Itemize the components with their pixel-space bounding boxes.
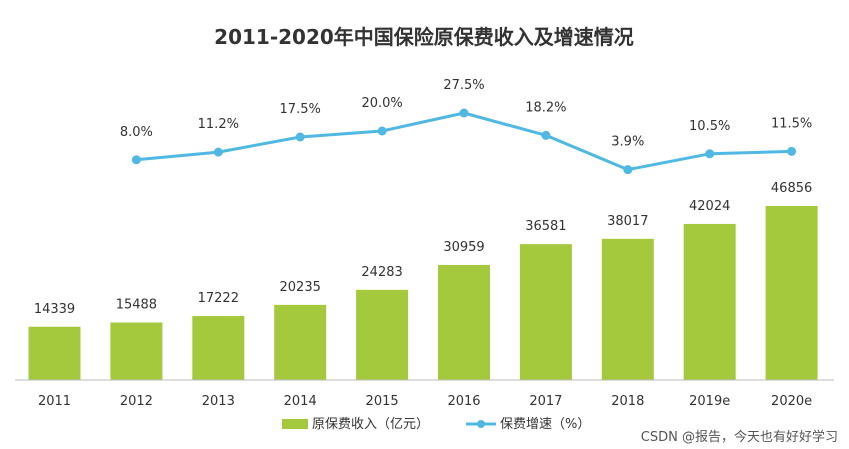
growth-value-label-2020e: 11.5% — [771, 116, 812, 131]
bar-2012 — [110, 322, 163, 380]
bar-value-label-2012: 15488 — [116, 297, 157, 312]
growth-value-labels: 8.0% 11.2% 17.5% 20.0% 27.5% 18.2% 3.9% 10.5% 11… — [120, 78, 812, 150]
bar-2019e — [683, 223, 736, 380]
growth-line-series — [131, 108, 797, 175]
legend-line-label: 保费增速（%） — [500, 417, 590, 432]
x-tick-label-2017: 2017 — [529, 394, 562, 409]
x-tick-label-2019e: 2019e — [689, 394, 730, 409]
chart-title: 2011-2020年中国保险原保费收入及增速情况 — [214, 25, 634, 49]
bar-series — [28, 206, 818, 380]
bar-2015 — [356, 289, 409, 380]
bar-2018 — [601, 238, 654, 380]
bar-value-label-2015: 24283 — [361, 265, 402, 280]
growth-value-label-2016: 27.5% — [443, 78, 484, 93]
bar-value-label-2018: 38017 — [607, 214, 648, 229]
bar-2011 — [28, 326, 81, 380]
growth-value-label-2012: 8.0% — [120, 125, 153, 140]
x-tick-label-2016: 2016 — [447, 394, 480, 409]
growth-value-label-2015: 20.0% — [361, 96, 402, 111]
growth-value-label-2013: 11.2% — [198, 117, 239, 132]
bar-value-label-2011: 14339 — [34, 302, 75, 317]
x-tick-label-2013: 2013 — [202, 394, 235, 409]
legend-bar-label: 原保费收入（亿元） — [312, 417, 429, 432]
legend-line-marker — [477, 420, 485, 428]
bar-2016 — [438, 265, 490, 380]
growth-point-2020e — [787, 146, 797, 156]
x-tick-label-2011: 2011 — [38, 394, 71, 409]
x-tick-label-2014: 2014 — [284, 394, 317, 409]
growth-value-label-2017: 18.2% — [525, 100, 566, 115]
legend-bar-swatch — [282, 419, 308, 429]
bar-2017 — [519, 244, 572, 380]
bar-value-label-2013: 17222 — [198, 291, 239, 306]
bar-2014 — [274, 304, 327, 380]
growth-point-2017 — [541, 130, 551, 140]
bar-2020e — [765, 206, 818, 380]
bar-value-label-2016: 30959 — [443, 240, 484, 255]
x-axis-tick-labels: 2011 2012 2013 2014 2015 2016 2017 2018 2019e 202… — [38, 394, 812, 409]
growth-value-label-2018: 3.9% — [611, 135, 644, 150]
bar-value-label-2020e: 46856 — [771, 181, 812, 196]
growth-point-2012 — [131, 155, 141, 165]
growth-point-2018 — [623, 165, 633, 175]
growth-point-2014 — [295, 132, 305, 142]
bar-value-label-2017: 36581 — [525, 219, 566, 234]
growth-point-2019e — [705, 149, 715, 159]
growth-point-2016 — [459, 108, 469, 118]
bar-value-label-2014: 20235 — [280, 280, 321, 295]
bar-value-labels: 14339 15488 17222 20235 24283 30959 36581 38017… — [34, 181, 812, 317]
bar-value-label-2019e: 42024 — [689, 199, 730, 214]
bar-2013 — [192, 316, 245, 380]
growth-value-label-2014: 17.5% — [280, 102, 321, 117]
x-tick-label-2015: 2015 — [366, 394, 399, 409]
x-tick-label-2012: 2012 — [120, 394, 153, 409]
watermark-text: CSDN @报告，今天也有好好学习 — [641, 429, 838, 445]
legend: 原保费收入（亿元） 保费增速（%） — [282, 417, 590, 432]
growth-point-2015 — [377, 126, 387, 136]
growth-value-label-2019e: 10.5% — [689, 119, 730, 134]
growth-point-2013 — [213, 147, 223, 157]
x-tick-label-2018: 2018 — [611, 394, 644, 409]
x-tick-label-2020e: 2020e — [771, 394, 812, 409]
